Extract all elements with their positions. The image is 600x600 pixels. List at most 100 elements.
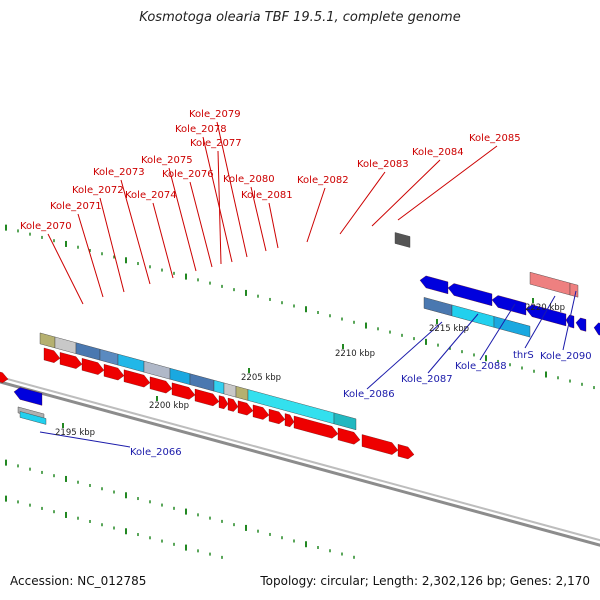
leader-line-reverse <box>562 290 577 351</box>
feature-tile-fwd <box>235 385 249 401</box>
gene-label-reverse: Kole_2087 <box>401 374 453 385</box>
scale-tick-label: 2205 kbp <box>241 373 281 383</box>
gene-arrow-forward <box>361 434 399 455</box>
gene-label-forward: Kole_2085 <box>469 133 521 144</box>
gene-label-forward: Kole_2080 <box>223 174 275 185</box>
scale-tick-label: 2195 kbp <box>55 428 95 438</box>
feature-tile-fwd <box>169 367 191 385</box>
scale-tick-label: 2200 kbp <box>149 401 189 411</box>
gene-arrow-reverse <box>593 322 600 336</box>
leader-line-reverse <box>427 313 479 374</box>
gene-arrow-forward <box>293 415 339 439</box>
map-title: Kosmotoga olearia TBF 19.5.1, complete g… <box>139 10 461 25</box>
leader-line-forward <box>168 167 197 272</box>
leader-line-forward <box>202 136 233 263</box>
accession-text: Accession: NC_012785 <box>10 574 147 588</box>
gene-arrow-tracks <box>0 275 600 460</box>
scale-tick-label: 2210 kbp <box>335 349 375 359</box>
feature-tile-dark <box>394 232 411 248</box>
gene-arrow-forward <box>81 358 105 375</box>
gene-arrow-reverse <box>13 387 43 406</box>
leader-line-reverse <box>366 321 443 390</box>
feature-tile-left <box>19 411 47 425</box>
gene-label-reverse: Kole_2090 <box>540 351 592 362</box>
feature-tile-tracks <box>17 232 579 431</box>
gene-arrow-forward <box>149 376 173 394</box>
leader-line-forward <box>339 171 386 235</box>
leader-line-forward <box>47 233 84 305</box>
feature-tile-fwd <box>189 373 215 392</box>
feature-tile-rev <box>493 316 531 338</box>
leader-line-reverse <box>479 303 516 361</box>
gene-label-forward: Kole_2076 <box>162 169 214 180</box>
gene-label-forward: Kole_2081 <box>241 190 293 201</box>
scale-tick-label: 2215 kbp <box>429 324 469 334</box>
leader-line-forward <box>77 213 104 298</box>
backbone-line-outer <box>0 380 600 547</box>
scale-tick-label: 2220 kbp <box>525 303 565 313</box>
gene-label-reverse: Kole_2086 <box>343 389 395 400</box>
leader-line-forward <box>216 121 248 258</box>
gene-arrow-reverse <box>491 295 527 316</box>
gene-label-forward: Kole_2078 <box>175 124 227 135</box>
leader-line-forward <box>152 202 174 279</box>
feature-tile-fwd <box>223 382 237 398</box>
gene-arrow-forward <box>0 371 9 383</box>
gene-arrow-reverse <box>419 275 449 295</box>
gene-arrow-forward <box>284 413 295 428</box>
gene-label-forward: Kole_2082 <box>297 175 349 186</box>
leader-line-forward <box>99 197 125 293</box>
scale-tick-labels: 2195 kbp 2200 kbp 2205 kbp 2210 kbp 2215 kbp… <box>55 298 565 438</box>
gene-arrow-forward <box>123 369 151 388</box>
dotted-guide-rings <box>5 224 595 559</box>
gene-label-forward: Kole_2075 <box>141 155 193 166</box>
feature-tile-rrna <box>529 271 571 296</box>
gene-label-reverse: thrS <box>513 350 534 361</box>
backbone-track <box>0 375 600 547</box>
feature-tile-fwd <box>75 342 101 361</box>
gene-label-forward: Kole_2079 <box>189 109 241 120</box>
feature-tile-fwd <box>213 379 225 395</box>
gene-arrow-forward <box>43 347 61 363</box>
leader-line-forward <box>306 187 326 243</box>
feature-tile-fwd <box>333 412 357 431</box>
leader-line-forward <box>189 181 213 268</box>
feature-tile-fwd <box>143 360 171 380</box>
gene-label-forward: Kole_2071 <box>50 201 102 212</box>
leader-line-reverse <box>524 295 556 349</box>
gene-arrow-forward <box>171 382 196 400</box>
gene-label-forward: Kole_2084 <box>412 147 464 158</box>
leader-line-forward <box>371 159 441 227</box>
feature-tile-rrna <box>569 282 579 298</box>
gene-label-reverse: Kole_2066 <box>130 447 182 458</box>
gene-arrow-forward <box>59 352 83 369</box>
feature-tile-fwd <box>99 348 119 366</box>
leader-line-forward <box>397 145 498 221</box>
gene-arrow-forward <box>227 397 239 412</box>
feature-tile-fwd <box>39 332 56 349</box>
gene-arrow-forward <box>103 364 125 381</box>
gene-label-forward: Kole_2083 <box>357 159 409 170</box>
leader-line-forward <box>268 202 279 249</box>
backbone-line-inner <box>0 375 600 542</box>
gene-labels: Kole_2070Kole_2071Kole_2072Kole_2073Kole… <box>20 109 592 458</box>
gene-arrow-forward <box>218 395 229 410</box>
leader-line-forward <box>120 179 151 285</box>
feature-tile-fwd <box>54 336 77 354</box>
genome-summary-text: Topology: circular; Length: 2,302,126 bp… <box>260 574 590 588</box>
gene-label-forward: Kole_2072 <box>72 185 124 196</box>
feature-tile-rev <box>423 297 453 317</box>
gene-arrow-forward <box>397 444 415 460</box>
gene-label-forward: Kole_2074 <box>125 190 177 201</box>
gene-arrow-reverse <box>575 317 587 332</box>
label-leader-lines <box>39 121 577 448</box>
gene-arrow-reverse <box>447 283 493 307</box>
gene-arrow-forward <box>337 427 361 445</box>
gene-arrow-forward <box>268 408 286 425</box>
feature-tile-fwd <box>117 353 145 373</box>
leader-line-reverse <box>39 431 131 448</box>
gene-arrow-forward <box>252 404 270 420</box>
gene-arrow-reverse <box>565 314 575 329</box>
